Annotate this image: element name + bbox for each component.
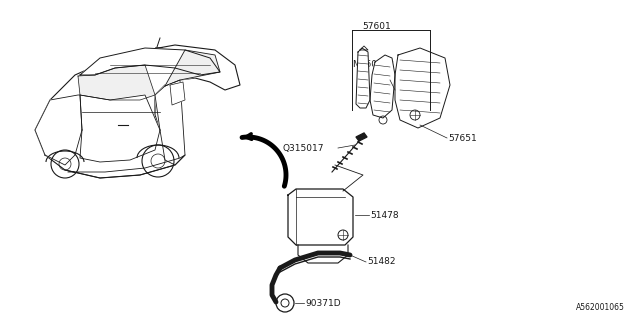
Text: Q315017: Q315017 bbox=[282, 143, 323, 153]
Polygon shape bbox=[35, 45, 240, 178]
Polygon shape bbox=[80, 48, 220, 75]
Polygon shape bbox=[395, 48, 450, 128]
Polygon shape bbox=[356, 48, 370, 108]
Polygon shape bbox=[370, 55, 395, 118]
Text: 51478: 51478 bbox=[370, 211, 399, 220]
Polygon shape bbox=[155, 80, 185, 165]
Text: A562001065: A562001065 bbox=[576, 303, 625, 312]
Polygon shape bbox=[356, 133, 367, 141]
Text: M660023: M660023 bbox=[352, 60, 394, 69]
Polygon shape bbox=[288, 189, 353, 245]
Text: 57601: 57601 bbox=[362, 22, 391, 31]
Polygon shape bbox=[80, 95, 160, 162]
Text: 90371D: 90371D bbox=[305, 299, 340, 308]
Polygon shape bbox=[170, 82, 185, 105]
Text: 57651: 57651 bbox=[448, 133, 477, 142]
Polygon shape bbox=[35, 95, 82, 165]
Text: 51482: 51482 bbox=[367, 258, 396, 267]
Polygon shape bbox=[165, 50, 220, 86]
Polygon shape bbox=[78, 65, 155, 100]
